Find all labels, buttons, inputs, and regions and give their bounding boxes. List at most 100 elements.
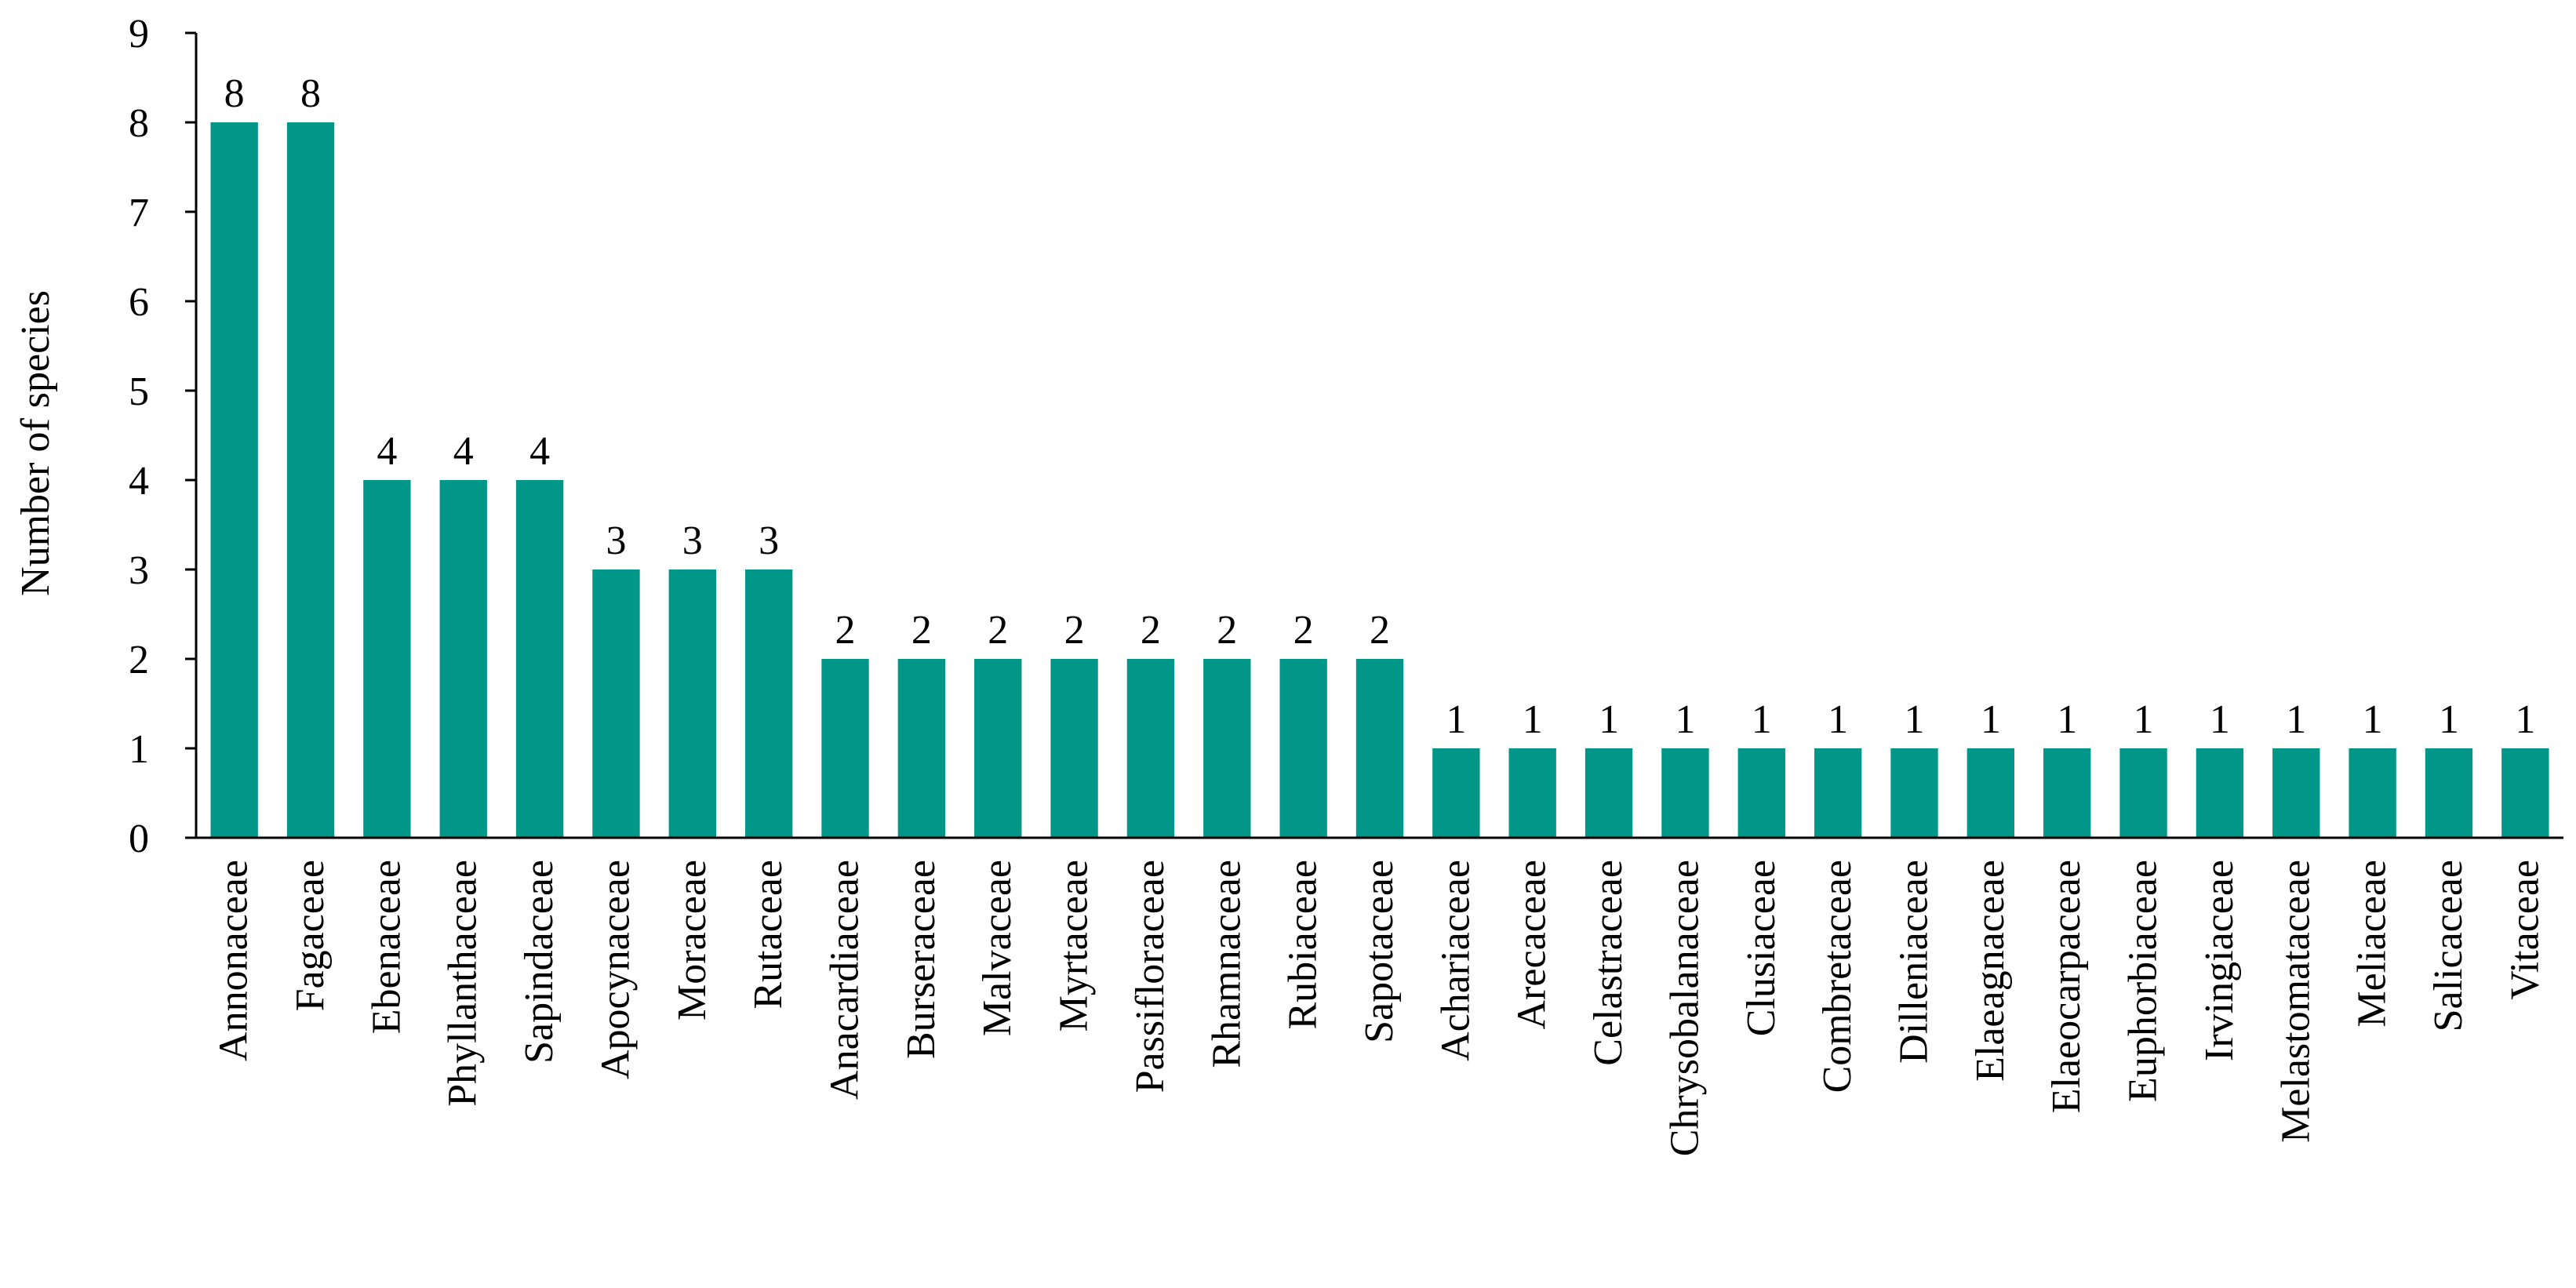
x-tick-label-fagaceae: Fagaceae [288, 860, 333, 1011]
y-tick-label: 4 [129, 459, 149, 504]
bar-rutaceae [744, 569, 793, 838]
bar-irvingiaceae [2196, 748, 2244, 838]
x-tick-label-malvaceae: Malvaceae [975, 860, 1020, 1036]
y-tick-label: 6 [129, 280, 149, 325]
data-label: 1 [1675, 697, 1695, 742]
x-tick-label-achariaceae: Achariaceae [1433, 860, 1478, 1061]
bar-sapindaceae [515, 480, 564, 838]
x-tick-label-phyllanthaceae: Phyllanthaceae [441, 860, 486, 1107]
x-tick-label-elaeocarpaceae: Elaeocarpaceae [2044, 860, 2089, 1113]
data-label: 1 [2286, 697, 2306, 742]
bar-meliaceae [2349, 748, 2396, 838]
data-label: 2 [1141, 608, 1161, 653]
bar-rubiaceae [1279, 659, 1327, 838]
bar-apocynaceae [592, 569, 640, 838]
bar-euphorbiaceae [2119, 748, 2167, 838]
data-label: 1 [2210, 697, 2230, 742]
x-tick-label-chrysobalanaceae: Chrysobalanaceae [1662, 860, 1707, 1156]
bar-salicaceae [2425, 748, 2473, 838]
bar-fagaceae [286, 122, 335, 838]
y-tick-label: 2 [129, 638, 149, 682]
x-tick-label-elaeagnaceae: Elaeagnaceae [1968, 860, 2013, 1082]
data-label: 3 [682, 518, 703, 563]
data-label: 2 [988, 608, 1008, 653]
bar-rhamnaceae [1203, 659, 1251, 838]
data-label: 1 [1904, 697, 1924, 742]
data-label: 1 [1446, 697, 1466, 742]
data-label: 3 [606, 518, 626, 563]
bar-chrysobalanaceae [1661, 748, 1709, 838]
x-tick-label-sapotaceae: Sapotaceae [1357, 860, 1402, 1043]
data-label: 8 [224, 71, 245, 116]
data-label: 1 [2439, 697, 2459, 742]
x-axis-tick-labels: Annonaceae Fagaceae Ebenaceae Phyllanthacea… [212, 860, 2548, 1156]
bar-elaeagnaceae [1967, 748, 2015, 838]
data-label: 4 [377, 429, 397, 474]
x-tick-label-clusiaceae: Clusiaceae [1739, 860, 1784, 1036]
bar-ebenaceae [363, 480, 411, 838]
data-label: 8 [300, 71, 321, 116]
data-label: 2 [1370, 608, 1390, 653]
y-tick-label: 8 [129, 101, 149, 146]
x-tick-label-rutaceae: Rutaceae [746, 860, 791, 1010]
y-tick-label: 7 [129, 191, 149, 235]
y-tick-label: 5 [129, 369, 149, 414]
bar-sapotaceae [1355, 659, 1404, 838]
bar-elaeocarpaceae [2043, 748, 2091, 838]
bar-vitaceae [2501, 748, 2549, 838]
data-label: 1 [1599, 697, 1619, 742]
data-label: 1 [1752, 697, 1772, 742]
x-tick-label-anacardiaceae: Anacardiaceae [823, 860, 868, 1100]
bar-melastomataceae [2272, 748, 2320, 838]
data-label: 2 [1217, 608, 1237, 653]
data-label: 4 [529, 429, 550, 474]
bar-anacardiaceae [821, 659, 869, 838]
x-tick-label-arecaceae: Arecaceae [1510, 860, 1555, 1029]
y-axis-ticks: 0 1 2 3 4 5 6 7 8 9 [129, 12, 196, 861]
bar-phyllanthaceae [439, 480, 487, 838]
data-label: 4 [453, 429, 474, 474]
bar-myrtaceae [1050, 659, 1098, 838]
bar-achariaceae [1432, 748, 1480, 838]
bar-dilleniaceae [1890, 748, 1938, 838]
data-label: 1 [1828, 697, 1848, 742]
bars-group [210, 122, 2549, 838]
data-label: 2 [1064, 608, 1085, 653]
x-tick-label-burseraceae: Burseraceae [899, 860, 944, 1059]
bar-annonaceae [210, 122, 258, 838]
bar-clusiaceae [1737, 748, 1785, 838]
data-label: 1 [2134, 697, 2154, 742]
x-tick-label-moraceae: Moraceae [670, 860, 715, 1021]
data-label: 3 [759, 518, 779, 563]
data-label: 2 [1293, 608, 1314, 653]
x-tick-label-salicaceae: Salicaceae [2426, 860, 2471, 1031]
x-tick-label-apocynaceae: Apocynaceae [593, 860, 638, 1079]
data-label: 1 [2515, 697, 2535, 742]
x-tick-label-passifloraceae: Passifloraceae [1128, 860, 1173, 1093]
x-tick-label-irvingiaceae: Irvingiaceae [2197, 860, 2242, 1061]
data-labels-group: 8 8 4 4 4 3 3 3 2 2 2 2 2 2 2 2 1 1 1 1 1 1 1 1 1 1 1 1 1 1 1 [224, 71, 2536, 742]
bar-arecaceae [1508, 748, 1556, 838]
data-label: 1 [1523, 697, 1543, 742]
x-tick-label-combretaceae: Combretaceae [1815, 860, 1860, 1093]
x-tick-label-meliaceae: Meliaceae [2350, 860, 2395, 1028]
data-label: 1 [2057, 697, 2077, 742]
bar-burseraceae [897, 659, 946, 838]
y-tick-label: 0 [129, 817, 149, 861]
y-tick-label: 3 [129, 548, 149, 593]
y-tick-label: 9 [129, 12, 149, 56]
bar-malvaceae [974, 659, 1022, 838]
x-tick-label-myrtaceae: Myrtaceae [1052, 860, 1097, 1031]
x-tick-label-celastraceae: Celastraceae [1586, 860, 1631, 1066]
bar-combretaceae [1814, 748, 1862, 838]
data-label: 1 [1981, 697, 2001, 742]
bar-passifloraceae [1126, 659, 1175, 838]
x-tick-label-dilleniaceae: Dilleniaceae [1891, 860, 1936, 1064]
data-label: 2 [835, 608, 856, 653]
y-tick-label: 1 [129, 727, 149, 772]
x-tick-label-rhamnaceae: Rhamnaceae [1204, 860, 1249, 1068]
data-label: 1 [2363, 697, 2383, 742]
x-tick-label-rubiaceae: Rubiaceae [1281, 860, 1326, 1030]
